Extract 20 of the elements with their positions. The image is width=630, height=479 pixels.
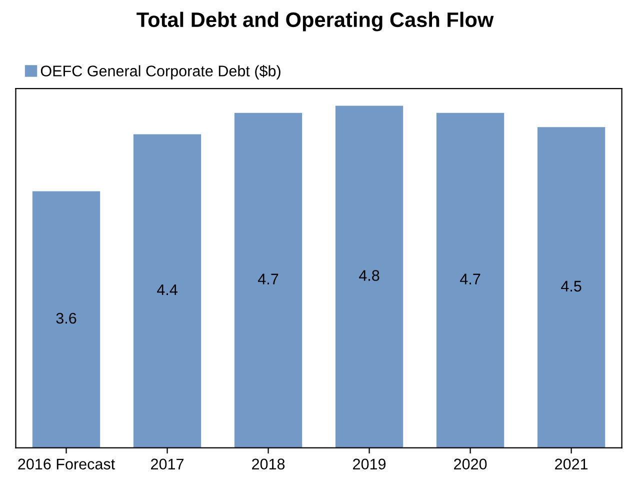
bar	[537, 127, 606, 448]
x-tick-label: 2019	[353, 458, 386, 470]
x-tick-label: 2018	[252, 458, 285, 470]
bar	[335, 106, 404, 448]
bar	[32, 191, 100, 448]
chart-title: Total Debt and Operating Cash Flow	[136, 12, 494, 32]
data-label: 3.6	[56, 312, 76, 324]
x-tick-label: 2016 Forecast	[18, 458, 115, 470]
x-tick-label: 2020	[454, 458, 487, 470]
bar	[436, 112, 504, 448]
legend-label: OEFC General Corporate Debt ($b)	[40, 64, 280, 80]
data-label: 4.7	[460, 274, 480, 284]
bar	[234, 112, 302, 448]
x-tick-label: 2017	[151, 458, 184, 470]
x-tick-label: 2021	[555, 458, 588, 470]
data-label: 4.5	[561, 280, 582, 292]
data-label: 4.4	[157, 284, 178, 295]
bar	[133, 134, 202, 448]
data-label: 4.8	[359, 270, 380, 281]
data-label: 4.7	[258, 274, 278, 284]
